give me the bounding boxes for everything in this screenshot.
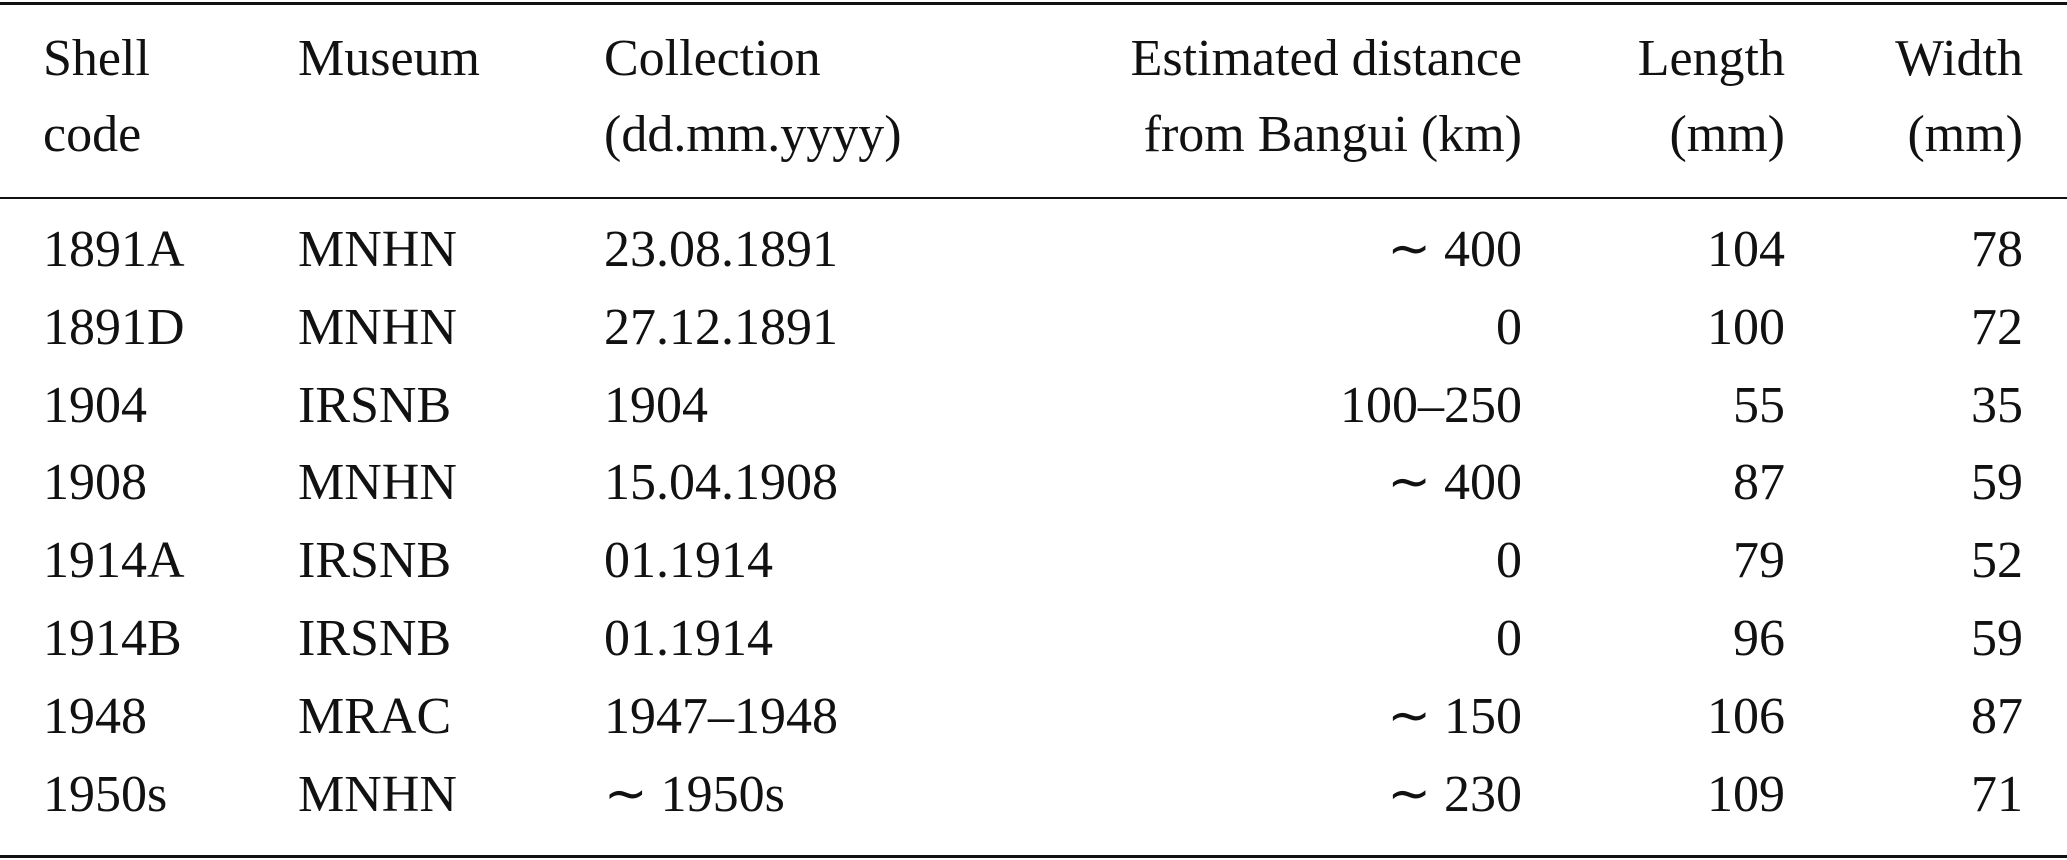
table-cell: 87 [1971,687,2023,745]
table-cell: 1948 [43,687,147,745]
header-cell: Shell [43,30,150,87]
table-cell: 1904 [604,376,708,434]
table-cell: 1950s [43,765,168,823]
table-cell: ∼ 150 [1387,687,1522,745]
table-cell: 1908 [43,454,147,512]
table-cell: 1904 [43,376,147,434]
header-cell: Length [1637,30,1785,87]
header-cell: Width [1895,30,2023,87]
header-cell: (mm) [1907,106,2023,163]
table-cell: 15.04.1908 [604,454,838,512]
table-cell: ∼ 230 [1387,765,1522,823]
table-cell: ∼ 1950s [604,765,785,823]
table-cell: 55 [1733,376,1785,434]
mid-rule [0,197,2067,199]
header-cell: from Bangui (km) [1143,106,1522,163]
table-cell: MNHN [298,298,457,356]
top-rule [0,2,2067,5]
table-cell: 78 [1971,221,2023,278]
header-cell: Museum [298,30,480,87]
header-cell: (dd.mm.yyyy) [604,106,902,163]
table-cell: 59 [1971,610,2023,667]
table-cell: 104 [1707,221,1785,278]
table-cell: 01.1914 [604,532,773,590]
table-cell: 01.1914 [604,610,773,667]
table-cell: 100 [1707,298,1785,356]
table-cell: 72 [1971,298,2023,356]
table-cell: 1947–1948 [604,687,838,745]
table-cell: MRAC [298,687,452,745]
table-cell: 59 [1971,454,2023,512]
table-cell: IRSNB [298,532,452,590]
table-cell: 1891A [43,221,185,278]
table-cell: 79 [1733,532,1785,590]
table-cell: MNHN [298,765,457,823]
table-cell: 96 [1733,610,1785,667]
table-cell: MNHN [298,454,457,512]
bottom-rule [0,855,2067,858]
table-cell: 0 [1496,298,1522,356]
table-cell: 87 [1733,454,1785,512]
table-cell: ∼ 400 [1387,221,1522,278]
table-cell: 71 [1971,765,2023,823]
table-cell: 52 [1971,532,2023,590]
table-cell: 106 [1707,687,1785,745]
table-cell: 100–250 [1340,376,1522,434]
table-cell: 35 [1971,376,2023,434]
table-cell: 1914B [43,610,182,667]
table-cell: 0 [1496,532,1522,590]
table-cell: 27.12.1891 [604,298,838,356]
table-cell: 1914A [43,532,185,590]
table-cell: 109 [1707,765,1785,823]
header-cell: Collection [604,30,821,87]
header-cell: (mm) [1669,106,1785,163]
header-cell: code [43,106,142,163]
table-cell: 0 [1496,610,1522,667]
table-cell: 1891D [43,298,185,356]
table-cell: IRSNB [298,376,452,434]
table-cell: 23.08.1891 [604,221,838,278]
table-cell: MNHN [298,221,457,278]
table-cell: IRSNB [298,610,452,667]
table-cell: ∼ 400 [1387,454,1522,512]
header-cell: Estimated distance [1130,30,1522,87]
